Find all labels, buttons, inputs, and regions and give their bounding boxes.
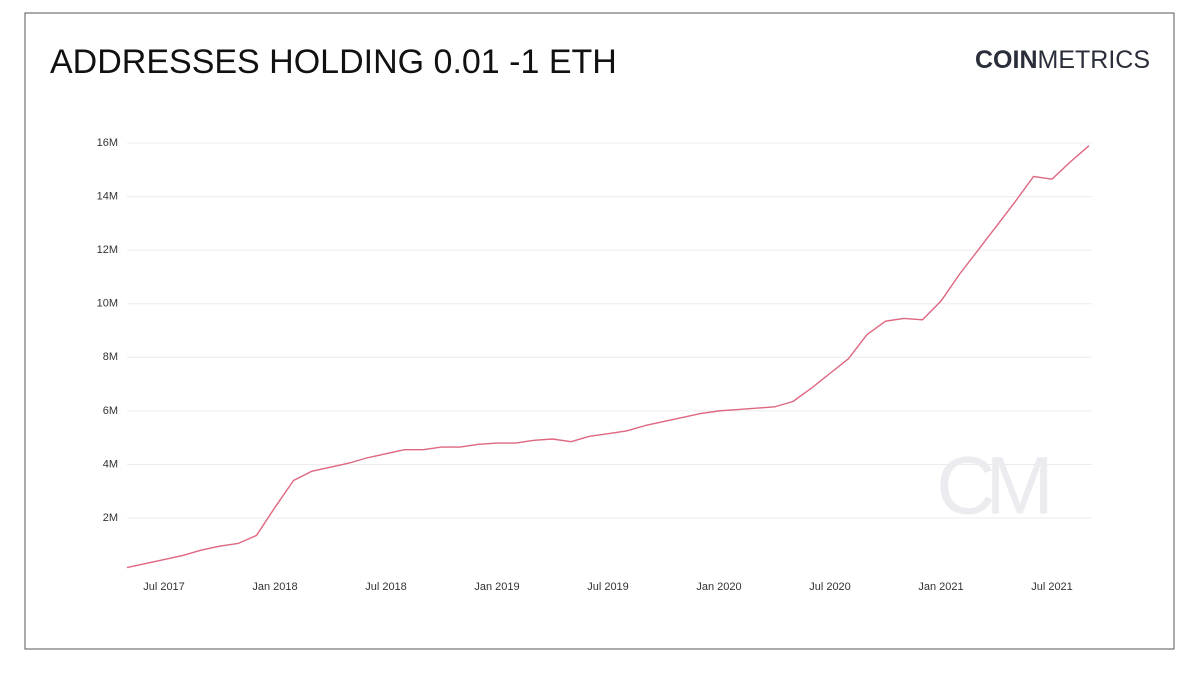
y-tick-label: 6M <box>103 405 118 417</box>
x-tick-label: Jan 2021 <box>918 581 963 593</box>
x-tick-label: Jan 2018 <box>252 581 297 593</box>
x-tick-label: Jan 2019 <box>474 581 519 593</box>
x-tick-label: Jul 2020 <box>809 581 851 593</box>
y-tick-label: 2M <box>103 512 118 524</box>
logo-regular: METRICS <box>1038 46 1151 74</box>
y-tick-label: 16M <box>97 137 118 149</box>
y-tick-label: 10M <box>97 298 118 310</box>
x-tick-label: Jul 2019 <box>587 581 629 593</box>
y-tick-label: 4M <box>103 458 118 470</box>
x-tick-label: Jul 2017 <box>143 581 185 593</box>
x-tick-label: Jul 2021 <box>1031 581 1073 593</box>
logo: COINMETRICS <box>975 46 1150 74</box>
y-tick-label: 12M <box>97 244 118 256</box>
line <box>126 145 1090 569</box>
x-tick-label: Jul 2018 <box>365 581 407 593</box>
frame <box>24 12 1175 650</box>
x-tick-label: Jan 2020 <box>696 581 741 593</box>
watermark: CM <box>936 441 1047 532</box>
y-tick-label: 14M <box>97 190 118 202</box>
logo-bold: COIN <box>975 46 1038 74</box>
chart-title: ADDRESSES HOLDING 0.01 -1 ETH <box>50 43 617 81</box>
y-tick-label: 8M <box>103 351 118 363</box>
